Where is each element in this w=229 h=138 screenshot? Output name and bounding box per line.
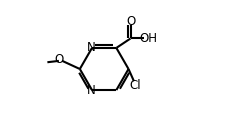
Text: N: N [87, 84, 96, 97]
Text: Cl: Cl [129, 79, 140, 92]
Text: O: O [125, 15, 135, 28]
Text: O: O [54, 53, 63, 66]
Text: N: N [87, 41, 96, 54]
Text: OH: OH [139, 32, 156, 45]
